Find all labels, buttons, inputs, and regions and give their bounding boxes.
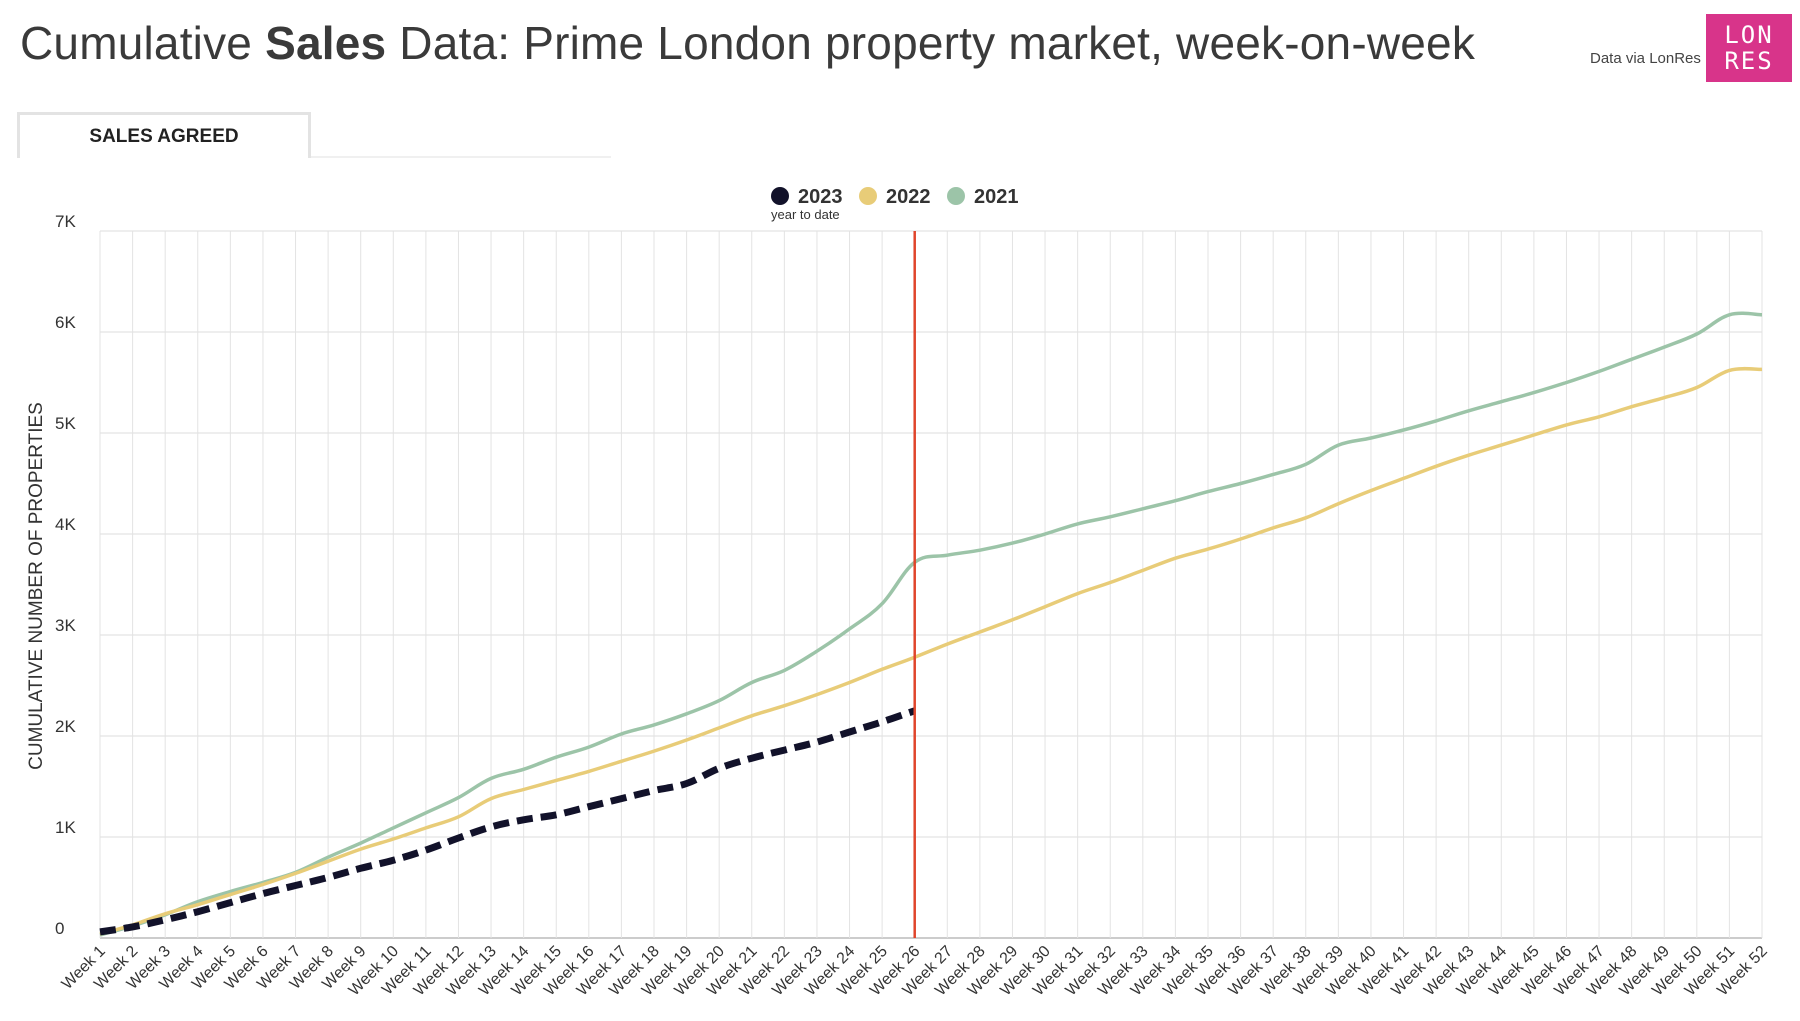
- y-tick-label: 3K: [55, 616, 76, 635]
- title-bold-word: Sales: [265, 17, 387, 69]
- y-axis-label: CUMULATIVE NUMBER OF PROPERTIES: [26, 402, 47, 770]
- attribution-text: Data via LonRes: [1590, 50, 1701, 67]
- legend-swatch-2021: [947, 187, 965, 205]
- logo-line-2: RES: [1724, 47, 1774, 75]
- tab-sales-agreed[interactable]: SALES AGREED: [17, 112, 311, 158]
- y-tick-label: 1K: [55, 818, 76, 837]
- y-tick-label: 0: [55, 919, 64, 938]
- legend-swatch-2023: [771, 187, 789, 205]
- y-tick-label: 5K: [55, 414, 76, 433]
- legend-swatch-2022: [859, 187, 877, 205]
- legend-label-2022: 2022: [886, 186, 931, 208]
- series-line-2021: [99, 311, 1763, 937]
- y-tick-label: 2K: [55, 717, 76, 736]
- page-title: Cumulative Sales Data: Prime London prop…: [20, 16, 1475, 70]
- title-part-1: Cumulative: [20, 17, 266, 69]
- logo-line-1: LON: [1724, 21, 1774, 49]
- series-line-2023: [99, 707, 916, 936]
- title-part-2: Data: Prime London property market, week…: [386, 17, 1476, 69]
- grid-lines: [99, 230, 1763, 939]
- tab-bar-divider: [311, 156, 611, 158]
- y-tick-label: 6K: [55, 313, 76, 332]
- legend-label-2023: 2023: [798, 186, 843, 208]
- y-tick-label: 7K: [55, 212, 76, 231]
- tab-bar: SALES AGREED: [17, 112, 617, 158]
- series-line-2022: [99, 366, 1763, 936]
- series-lines: [99, 231, 1763, 938]
- y-tick-label: 4K: [55, 515, 76, 534]
- legend-label-2021: 2021: [974, 186, 1019, 208]
- legend-sublabel-2023: year to date: [771, 207, 840, 222]
- lonres-logo[interactable]: LON RES: [1706, 14, 1792, 82]
- y-axis: 0 1K 2K 3K 4K 5K 6K 7K: [55, 212, 76, 938]
